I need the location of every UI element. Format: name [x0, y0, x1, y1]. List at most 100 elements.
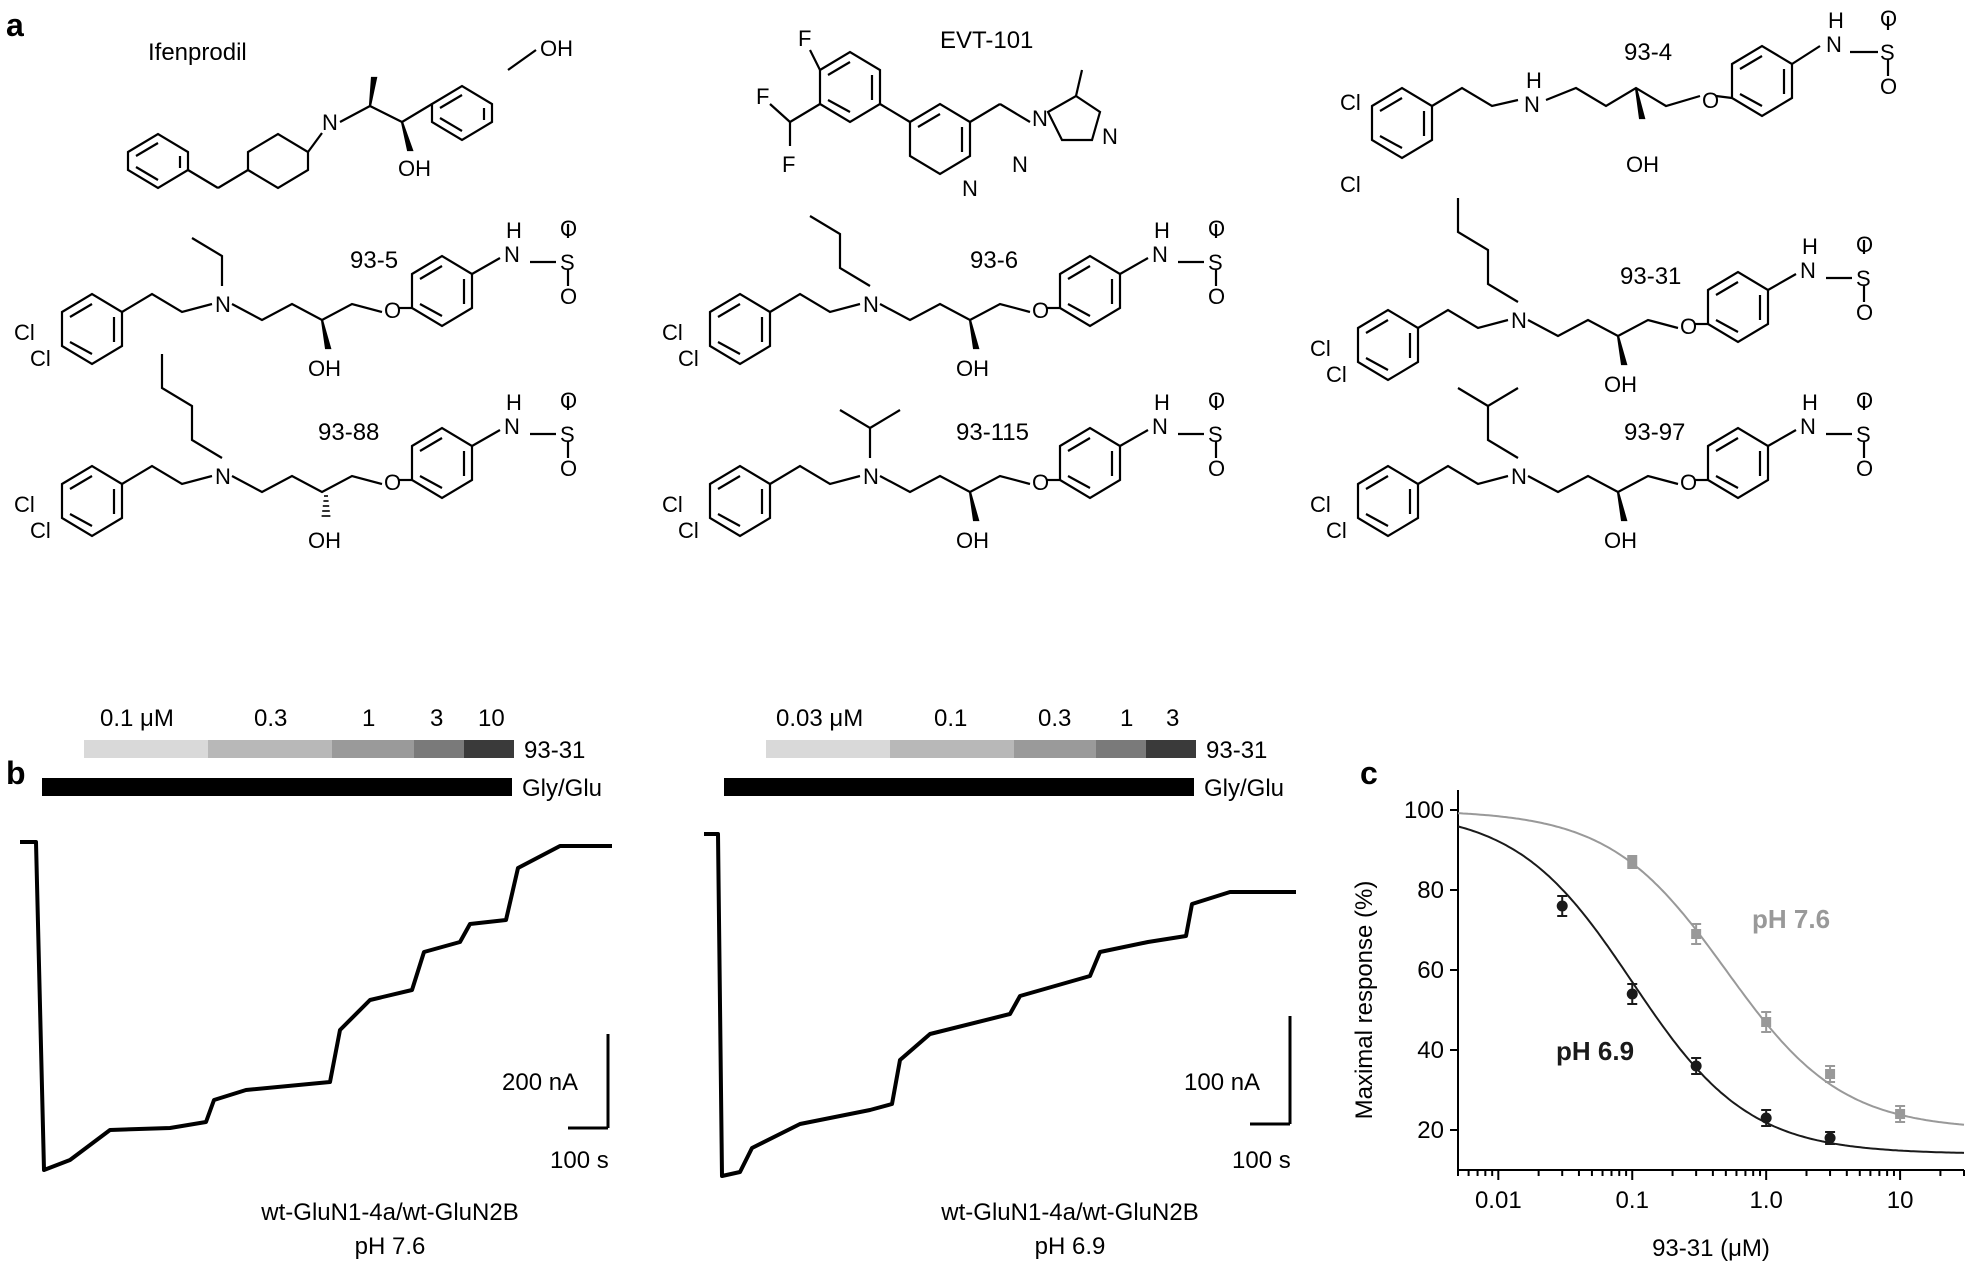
panel-c-label: c	[1360, 755, 1378, 791]
bond	[1715, 437, 1739, 452]
atom-label: N	[322, 110, 338, 135]
bond	[419, 303, 443, 317]
concentration-bar	[332, 740, 414, 758]
atom-label: O	[1702, 88, 1719, 113]
concentration-label: 0.03 μM	[776, 705, 863, 732]
atom-label: N	[1511, 308, 1527, 333]
atom-label: OH	[956, 528, 989, 553]
bond	[471, 429, 501, 447]
atom-label: OH	[1626, 152, 1659, 177]
atom-label: OH	[540, 36, 573, 61]
data-point	[1556, 900, 1568, 912]
atom-label: O	[1880, 74, 1897, 99]
atom-label: OH	[308, 356, 341, 381]
caption-line: pH 7.6	[355, 1233, 426, 1260]
compound-name: 93-5	[350, 247, 398, 274]
stereo-bond	[1616, 491, 1628, 522]
atom-label: O	[1208, 216, 1225, 241]
stereo-bond	[320, 319, 332, 350]
atom-label: N	[504, 242, 520, 267]
atom-label: O	[1208, 388, 1225, 413]
compound-name-evt-101: EVT-101	[940, 27, 1033, 54]
atom-label: Cl	[14, 320, 35, 345]
bond	[809, 215, 871, 287]
atom-label: Cl	[1310, 336, 1331, 361]
bond	[1119, 429, 1149, 447]
bond	[231, 474, 383, 494]
atom-label: O	[1032, 470, 1049, 495]
atom-label: Cl	[678, 518, 699, 543]
stereo-bond	[968, 319, 980, 350]
concentration-label: 3	[1166, 705, 1179, 732]
scale-current-label: 100 nA	[1184, 1069, 1260, 1096]
bond	[1119, 257, 1149, 275]
atom-label: Cl	[1310, 492, 1331, 517]
compound-name-ifenprodil: Ifenprodil	[148, 39, 247, 66]
bond	[769, 464, 861, 486]
bond	[231, 302, 383, 322]
structure-evt-101: EVT-101 F F F N N N N	[756, 26, 1118, 201]
x-tick-label: 0.01	[1475, 1187, 1522, 1214]
atom-label: O	[1208, 284, 1225, 309]
bond	[717, 341, 741, 355]
atom-label: S	[1880, 40, 1895, 65]
bond	[69, 303, 93, 318]
bond	[1067, 475, 1091, 489]
data-point	[1627, 857, 1638, 867]
ring	[1356, 308, 1420, 382]
atom-label: OH	[1604, 372, 1637, 397]
bond	[1067, 265, 1091, 280]
concentration-bar	[766, 740, 890, 758]
bond	[839, 409, 901, 458]
atom-label: O	[560, 456, 577, 481]
recording-1: 0.1 μM 0.3 1 3 10 93-31 Gly/Glu 200 nA 100 s wt-G…	[20, 705, 612, 1260]
current-trace	[20, 840, 612, 1172]
atom-label: Cl	[678, 346, 699, 371]
caption-line: wt-GluN1-4a/wt-GluN2B	[940, 1199, 1198, 1226]
concentration-bar	[464, 740, 514, 758]
compound-name: 93-97	[1624, 419, 1685, 446]
x-tick-label: 0.1	[1616, 1187, 1649, 1214]
panel-b-label: b	[6, 755, 26, 791]
x-tick-label: 1.0	[1749, 1187, 1782, 1214]
concentration-label: 1	[1120, 705, 1133, 732]
atom-label: Cl	[1340, 90, 1361, 115]
atom-label: Cl	[1340, 172, 1361, 197]
series-label-ph-6-9: pH 6.9	[1556, 1036, 1634, 1066]
bond	[1767, 273, 1797, 291]
series-pH-76	[1457, 812, 1965, 1126]
atom-label: N	[1524, 92, 1540, 117]
bond	[121, 292, 213, 314]
current-trace	[704, 832, 1296, 1178]
atom-label: O	[1856, 388, 1873, 413]
concentration-label: 1	[362, 705, 375, 732]
atom-label: N	[1012, 152, 1028, 177]
atom-label: H	[1828, 8, 1844, 33]
atom-label: N	[1102, 124, 1118, 149]
bond	[1365, 475, 1389, 490]
concentration-label: 0.1	[934, 705, 967, 732]
bond	[879, 302, 1031, 322]
atom-label: O	[1032, 298, 1049, 323]
atom-label: O	[384, 298, 401, 323]
atom-label: H	[1802, 390, 1818, 415]
data-point	[1626, 988, 1638, 1000]
atom-label: S	[1856, 422, 1871, 447]
atom-label: Cl	[1326, 362, 1347, 387]
compound-name-93-4: 93-4	[1624, 39, 1672, 66]
atom-label: S	[560, 422, 575, 447]
caption-line: pH 6.9	[1035, 1233, 1106, 1260]
bond	[160, 354, 223, 459]
scale-time-label: 100 s	[1232, 1147, 1291, 1174]
atom-label: N	[962, 176, 978, 201]
compound-name: 93-6	[970, 247, 1018, 274]
stereo-bond	[968, 491, 980, 522]
concentration-bar	[84, 740, 208, 758]
bond	[1715, 475, 1739, 489]
atom-label: O	[1208, 456, 1225, 481]
atom-label: S	[1208, 422, 1223, 447]
bond	[769, 292, 861, 314]
